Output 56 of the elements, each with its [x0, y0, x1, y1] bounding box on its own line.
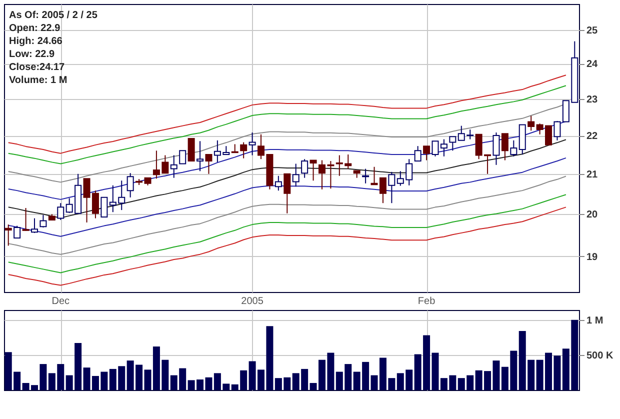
y-tick-label: 23 [586, 94, 598, 106]
candlestick [388, 171, 396, 204]
candlestick [126, 172, 134, 198]
candlestick [362, 168, 370, 184]
candlestick [301, 158, 308, 178]
candlestick [492, 132, 500, 166]
candlestick [14, 225, 21, 239]
candlestick [170, 154, 178, 178]
candlestick [188, 138, 195, 162]
y-tick-label: 1 M [586, 315, 604, 326]
candlestick [30, 218, 38, 234]
x-tick-label: Dec [52, 296, 70, 307]
candlestick [196, 140, 204, 172]
y-tick-label: 21 [586, 169, 598, 180]
candlestick [528, 115, 535, 132]
line-series [8, 206, 566, 286]
candlestick [284, 173, 291, 214]
annotation: Low: 22.9 [9, 49, 56, 60]
line-series [8, 139, 566, 218]
line-series [8, 74, 566, 154]
candlestick [414, 146, 422, 162]
candlestick [40, 214, 47, 228]
x-tick-label: 2005 [241, 296, 264, 307]
candlestick [292, 163, 300, 188]
candlestick [310, 160, 317, 182]
y-tick-label: 24 [586, 59, 598, 70]
candlestick [554, 120, 561, 141]
candlestick [240, 142, 248, 159]
annotation: Close:24.17 [9, 62, 66, 73]
line-series [8, 120, 566, 200]
candlestick [423, 146, 430, 161]
annotation: As Of: 2005 / 2 / 25 [9, 10, 98, 21]
candlestick [248, 132, 256, 156]
candlestick [100, 196, 108, 218]
line-series [8, 176, 566, 255]
candlestick [22, 207, 30, 232]
candlestick [510, 140, 518, 157]
annotation: Open: 22.9 [9, 23, 61, 34]
y-tick-label: 25 [586, 25, 598, 36]
annotation: High: 24.66 [9, 36, 63, 47]
y-tick-label: 22 [586, 131, 598, 142]
line-series [8, 194, 566, 274]
candlestick [205, 154, 212, 174]
candlestick [4, 224, 12, 246]
candlestick [274, 175, 282, 192]
candlestick [57, 202, 64, 220]
annotation: Volume: 1 M [9, 75, 68, 86]
line-series [8, 85, 566, 164]
y-tick-label: 19 [586, 252, 598, 263]
candlestick [501, 133, 508, 161]
candlestick [179, 150, 186, 164]
line-series [8, 157, 566, 237]
y-tick-label: 500 K [586, 350, 614, 362]
x-tick-label: Feb [418, 296, 436, 307]
y-tick-label: 20 [586, 210, 598, 221]
candlestick [449, 136, 456, 152]
